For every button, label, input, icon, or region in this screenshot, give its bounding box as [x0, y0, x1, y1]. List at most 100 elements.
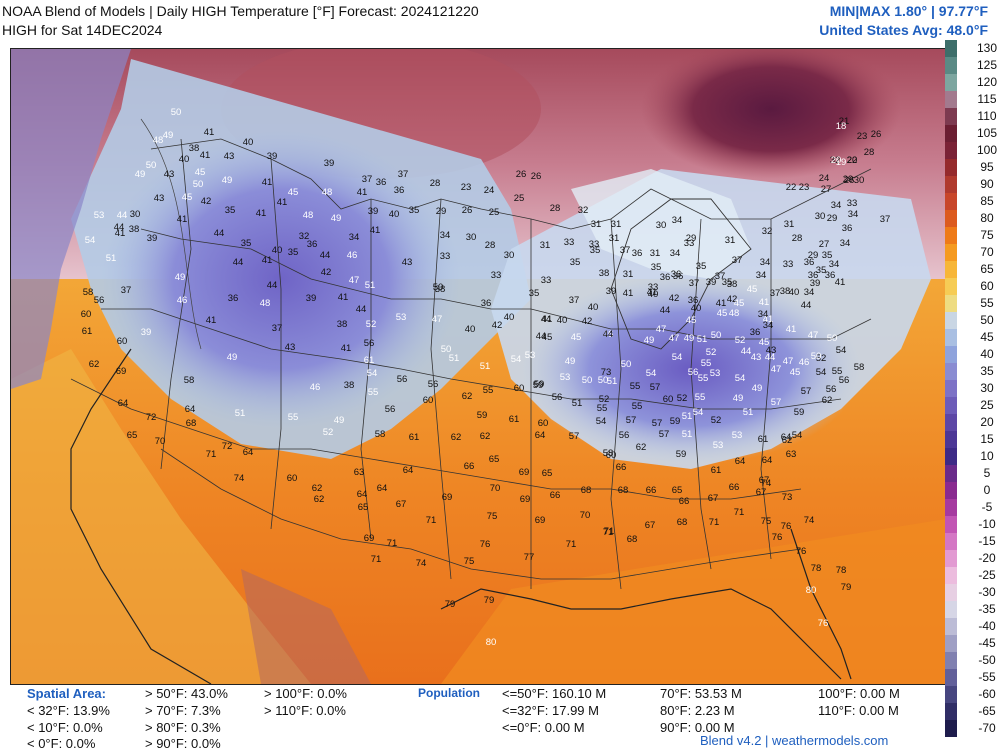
- temperature-label: 20: [831, 155, 842, 166]
- colorbar-tick-label: -35: [978, 602, 996, 616]
- temperature-label: 71: [603, 527, 614, 538]
- temperature-label: 61: [82, 326, 93, 337]
- temperature-label: 44: [541, 314, 552, 325]
- colorbar-tick-label: -70: [978, 721, 996, 735]
- temperature-label: 79: [841, 582, 852, 593]
- temperature-label: 41: [759, 297, 770, 308]
- chart-title: NOAA Blend of Models | Daily HIGH Temper…: [2, 3, 479, 19]
- temperature-label: 71: [604, 526, 615, 537]
- colorbar-tick-label: 80: [980, 211, 994, 225]
- colorbar-tick-label: 100: [977, 143, 997, 157]
- temperature-label: 55: [832, 366, 843, 377]
- spatial-stat: > 90°F: 0.0%: [145, 736, 221, 751]
- temperature-label: 40: [465, 324, 476, 335]
- temperature-label: 76: [818, 618, 829, 629]
- temperature-label: 41: [204, 127, 215, 138]
- colorbar-tick-label: -55: [978, 670, 996, 684]
- temperature-label: 35: [651, 262, 662, 273]
- temperature-label: 36: [825, 270, 836, 281]
- colorbar-swatch: [945, 108, 957, 125]
- temperature-label: 38: [337, 319, 348, 330]
- temperature-label: 48: [729, 308, 740, 319]
- temperature-label: 51: [572, 398, 583, 409]
- temperature-label: 45: [734, 298, 745, 309]
- temperature-label: 64: [118, 398, 129, 409]
- temperature-label: 34: [670, 248, 681, 259]
- spatial-stat: > 110°F: 0.0%: [264, 703, 346, 718]
- temperature-label: 50: [441, 344, 452, 355]
- temperature-label: 41: [338, 292, 349, 303]
- colorbar-swatch: [945, 40, 957, 57]
- temperature-label: 28: [430, 178, 441, 189]
- colorbar-tick-label: 95: [980, 160, 994, 174]
- temperature-label: 69: [116, 366, 127, 377]
- temperature-label: 59: [477, 410, 488, 421]
- temperature-label: 56: [385, 404, 396, 415]
- temperature-label: 80: [486, 637, 497, 648]
- temperature-label: 50: [621, 359, 632, 370]
- temperature-label: 33: [541, 275, 552, 286]
- temperature-label: 37: [715, 271, 726, 282]
- colorbar-swatch: [945, 618, 957, 635]
- temperature-label: 50: [193, 179, 204, 190]
- colorbar-swatch: [945, 312, 957, 329]
- temperature-label: 54: [511, 354, 522, 365]
- temperature-label: 38: [189, 143, 200, 154]
- temperature-label: 56: [428, 379, 439, 390]
- temperature-label: 66: [616, 462, 627, 473]
- temperature-label: 39: [267, 151, 278, 162]
- colorbar-tick-label: 35: [980, 364, 994, 378]
- colorbar-swatch: [945, 74, 957, 91]
- population-stat: 110°F: 0.00 M: [818, 703, 899, 718]
- temperature-label: 51: [682, 411, 693, 422]
- temperature-label: 55: [368, 387, 379, 398]
- temperature-label: 74: [416, 558, 427, 569]
- temperature-label: 53: [94, 210, 105, 221]
- temperature-label: 55: [698, 373, 709, 384]
- temperature-label: 68: [627, 534, 638, 545]
- temperature-label: 60: [117, 336, 128, 347]
- temperature-label: 61: [711, 465, 722, 476]
- temperature-label: 36: [750, 327, 761, 338]
- temperature-label: 73: [782, 492, 793, 503]
- temperature-label: 41: [370, 225, 381, 236]
- colorbar-swatch: [945, 227, 957, 244]
- temperature-label: 42: [582, 316, 593, 327]
- temperature-label: 35: [529, 288, 540, 299]
- temperature-label: 60: [606, 450, 617, 461]
- colorbar-legend: 1301251201151101051009590858075706560555…: [945, 40, 997, 737]
- temperature-label: 61: [364, 355, 375, 366]
- temperature-label: 40: [557, 315, 568, 326]
- colorbar-swatch: [945, 601, 957, 618]
- temperature-label: 68: [677, 517, 688, 528]
- colorbar-swatch: [945, 720, 957, 737]
- temperature-label: 64: [735, 456, 746, 467]
- colorbar-swatch: [945, 499, 957, 516]
- colorbar-swatch: [945, 533, 957, 550]
- temperature-label: 65: [358, 502, 369, 513]
- temperature-label: 59: [676, 449, 687, 460]
- temperature-label: 71: [734, 507, 745, 518]
- temperature-label: 47: [808, 330, 819, 341]
- temperature-label: 52: [816, 353, 827, 364]
- colorbar-tick-label: 130: [977, 41, 997, 55]
- temperature-label: 60: [538, 418, 549, 429]
- temperature-label: 36: [671, 269, 682, 280]
- temperature-label: 66: [729, 482, 740, 493]
- colorbar-swatch: [945, 669, 957, 686]
- temperature-label: 31: [725, 235, 736, 246]
- colorbar-tick-label: -20: [978, 551, 996, 565]
- temperature-label: 32: [830, 155, 841, 166]
- temperature-label: 23: [799, 182, 810, 193]
- temperature-label: 40: [648, 289, 659, 300]
- temperature-label: 46: [177, 295, 188, 306]
- temperature-label: 29: [843, 174, 854, 185]
- colorbar-tick-label: 30: [980, 381, 994, 395]
- temperature-label: 34: [763, 320, 774, 331]
- temperature-label: 49: [175, 272, 186, 283]
- temperature-label: 31: [540, 240, 551, 251]
- temperature-label: 50: [146, 160, 157, 171]
- temperature-label: 36: [804, 257, 815, 268]
- colorbar-tick-label: -15: [978, 534, 996, 548]
- temperature-label: 43: [285, 342, 296, 353]
